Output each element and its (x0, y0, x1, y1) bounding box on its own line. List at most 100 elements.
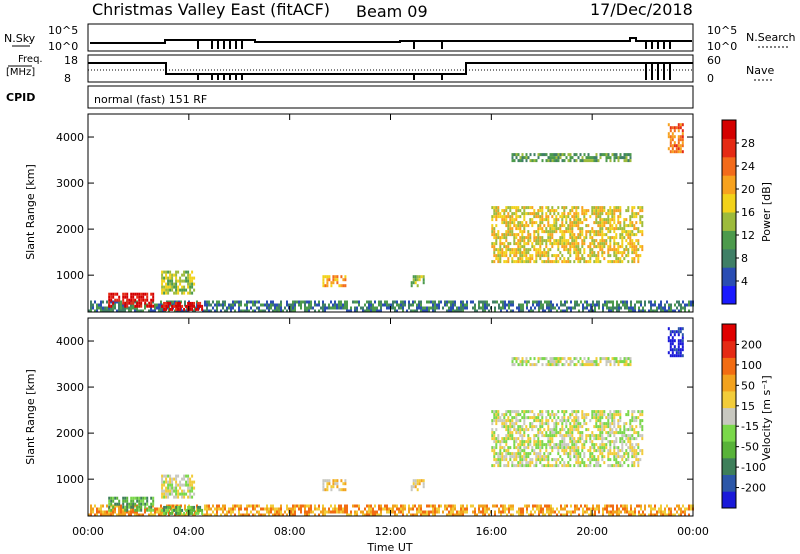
power-cell (639, 254, 642, 258)
velocity-cell (629, 440, 632, 444)
power-cell (585, 224, 588, 228)
power-cell (491, 218, 494, 222)
power-cell (525, 212, 528, 216)
velocity-cell (674, 513, 676, 517)
velocity-cell (606, 510, 608, 514)
velocity-cell (134, 504, 136, 508)
velocity-cell (539, 419, 542, 423)
velocity-cell (550, 510, 552, 514)
velocity-cell (173, 489, 176, 493)
velocity-cell (498, 510, 500, 514)
velocity-cell (495, 437, 498, 441)
velocity-cell (499, 458, 502, 462)
power-cell (632, 309, 634, 313)
velocity-cell (537, 428, 540, 432)
x-tick-label: 08:00 (274, 525, 306, 538)
power-cell (598, 306, 600, 310)
power-cell (648, 309, 650, 313)
power-colorbar-tick-label: 28 (741, 137, 755, 150)
power-cell (517, 251, 520, 255)
power-cell (559, 224, 562, 228)
power-cell (529, 257, 532, 261)
power-cell (626, 306, 628, 310)
velocity-cell (322, 513, 324, 517)
power-cell (537, 254, 540, 258)
velocity-cell (605, 416, 608, 420)
power-cell (114, 306, 116, 310)
power-cell (206, 303, 208, 307)
power-cell (627, 233, 630, 237)
velocity-cell (513, 443, 516, 447)
velocity-cell (583, 357, 586, 361)
velocity-cell (585, 434, 588, 438)
velocity-cell (569, 428, 572, 432)
velocity-cell (607, 464, 610, 468)
velocity-cell (599, 434, 602, 438)
velocity-cell (534, 510, 536, 514)
power-cell (613, 156, 616, 160)
power-cell (110, 306, 112, 310)
velocity-cell (136, 508, 139, 512)
velocity-cell (126, 499, 129, 503)
power-cell (332, 306, 334, 310)
power-cell (252, 303, 254, 307)
power-cell (232, 303, 234, 307)
velocity-cell (517, 449, 520, 453)
velocity-cell (364, 507, 366, 511)
velocity-cell (402, 507, 404, 511)
velocity-cell (116, 504, 118, 508)
power-cell (300, 300, 302, 304)
power-cell (181, 288, 184, 292)
freq-tick-top: 18 (64, 54, 78, 67)
velocity-cell (448, 513, 450, 517)
velocity-cell (616, 513, 618, 517)
velocity-cell (507, 419, 510, 423)
velocity-cell (126, 505, 129, 509)
nsky-panel: N.Sky 10^5 10^0 10^5 10^0 N.Search (4, 23, 796, 53)
velocity-cell (607, 434, 610, 438)
velocity-cell (342, 488, 345, 492)
power-cell (597, 257, 600, 261)
velocity-cell (575, 428, 578, 432)
power-cell (336, 278, 339, 282)
velocity-cell (523, 419, 526, 423)
velocity-cell (570, 513, 572, 517)
velocity-cell (613, 357, 616, 361)
velocity-cell (605, 446, 608, 450)
velocity-cell (410, 507, 412, 511)
velocity-cell (177, 492, 180, 496)
power-cell (410, 284, 413, 288)
power-cell (177, 304, 180, 308)
velocity-cell (216, 513, 218, 517)
power-cell (169, 307, 172, 311)
velocity-cell (587, 449, 590, 453)
velocity-cell (418, 482, 421, 486)
velocity-cell (529, 452, 532, 456)
power-cell (495, 224, 498, 228)
power-cell (561, 221, 564, 225)
power-y-tick-label: 4000 (56, 131, 84, 144)
power-cell (515, 212, 518, 216)
velocity-cell (165, 486, 168, 490)
velocity-cell (669, 339, 672, 343)
velocity-cell (575, 357, 578, 361)
power-cell (246, 300, 248, 304)
velocity-cell (497, 419, 500, 423)
velocity-cell (454, 507, 456, 511)
velocity-cell (539, 443, 542, 447)
power-cell (344, 300, 346, 304)
nsky-tick-top: 10^5 (48, 24, 78, 37)
power-cell (603, 153, 606, 157)
power-cell (580, 300, 582, 304)
velocity-cell (671, 354, 674, 358)
velocity-cell (527, 464, 530, 468)
power-cell (539, 236, 542, 240)
velocity-cell (547, 458, 550, 462)
velocity-cell (491, 419, 494, 423)
power-cell (609, 221, 612, 225)
velocity-cell (165, 511, 168, 515)
power-cell (599, 239, 602, 243)
velocity-cell (599, 452, 602, 456)
velocity-cell (529, 458, 532, 462)
velocity-cell (505, 440, 508, 444)
